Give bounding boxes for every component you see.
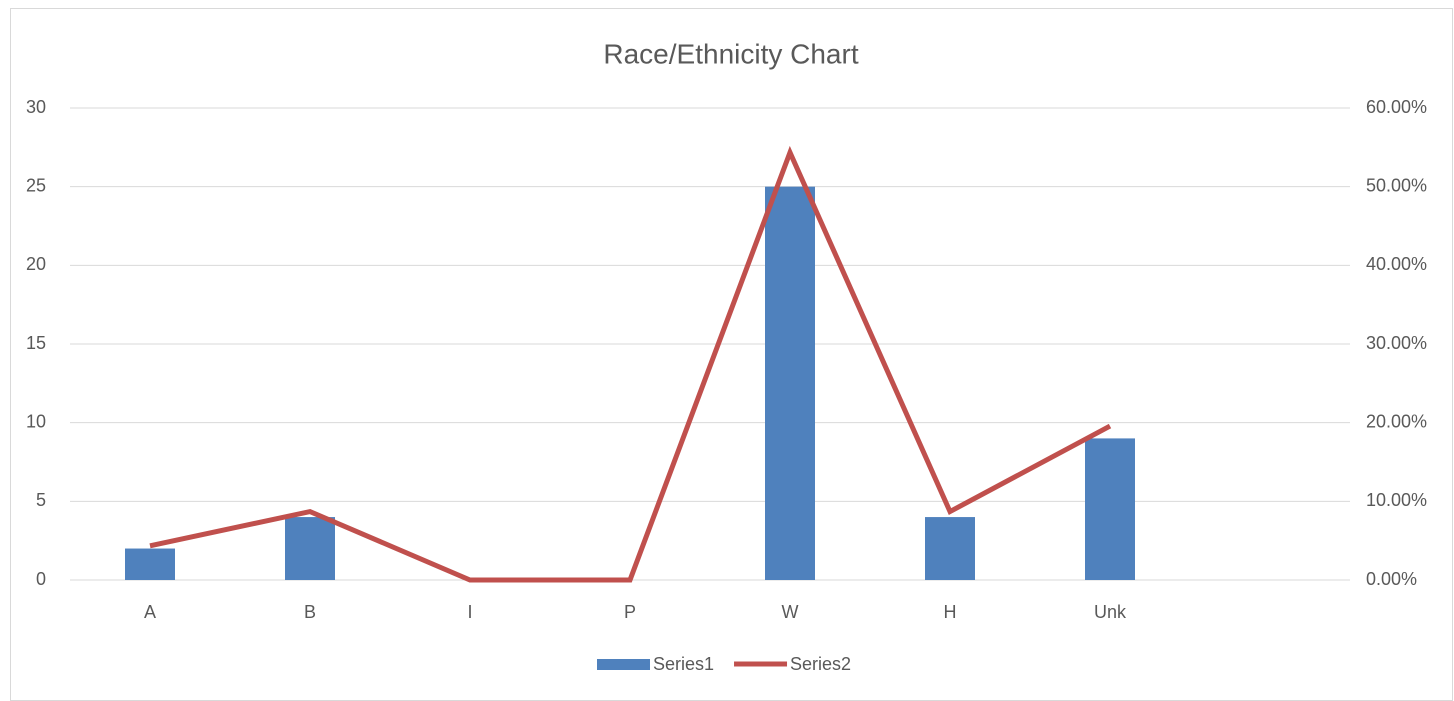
y2-tick-label: 40.00%	[1366, 254, 1427, 274]
x-tick-label: B	[304, 602, 316, 622]
bar	[765, 186, 815, 580]
y-tick-label: 10	[26, 411, 46, 431]
x-tick-label: H	[944, 602, 957, 622]
line	[149, 145, 1112, 583]
legend-label: Series2	[790, 654, 851, 674]
y-tick-label: 5	[36, 490, 46, 510]
y2-tick-label: 50.00%	[1366, 175, 1427, 195]
chart-frame	[10, 8, 1453, 701]
y2-tick-label: 30.00%	[1366, 333, 1427, 353]
y2-tick-label: 0.00%	[1366, 569, 1417, 589]
bar	[925, 517, 975, 580]
y-tick-label: 25	[26, 175, 46, 195]
x-tick-label: W	[782, 602, 799, 622]
y2-tick-label: 10.00%	[1366, 490, 1427, 510]
y-tick-label: 30	[26, 97, 46, 117]
bar	[285, 517, 335, 580]
chart-title: Race/Ethnicity Chart	[603, 38, 858, 69]
x-tick-label: Unk	[1094, 602, 1127, 622]
y2-tick-label: 20.00%	[1366, 411, 1427, 431]
y-tick-label: 15	[26, 333, 46, 353]
y-tick-label: 0	[36, 569, 46, 589]
x-tick-label: I	[467, 602, 472, 622]
y-tick-label: 20	[26, 254, 46, 274]
bar	[1085, 438, 1135, 580]
x-tick-label: A	[144, 602, 156, 622]
x-tick-label: P	[624, 602, 636, 622]
legend-label: Series1	[653, 654, 714, 674]
bar	[125, 548, 175, 580]
y2-tick-label: 60.00%	[1366, 97, 1427, 117]
legend-swatch	[597, 659, 650, 670]
